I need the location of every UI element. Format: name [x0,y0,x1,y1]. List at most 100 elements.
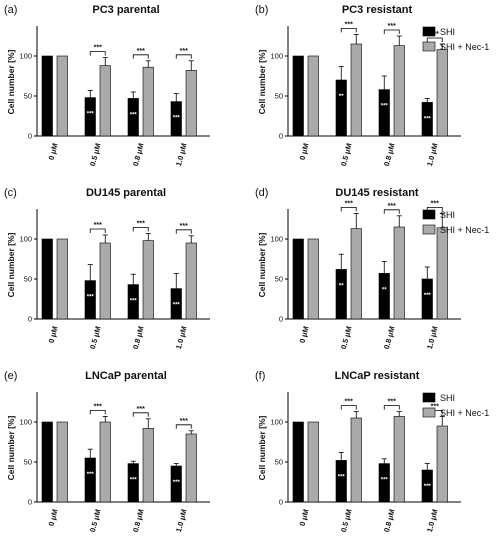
bar-shi-nec1 [393,45,405,137]
x-tick-label: 0 μM [47,325,60,344]
y-tick-label: 100 [270,418,283,427]
y-axis-label: Cell number [%] [6,49,16,114]
significance-label: *** [345,399,353,406]
panel-title: PC3 parental [92,4,159,16]
x-tick-label: 1.0 μM [174,508,189,533]
bar-shi [127,284,139,320]
significance-bracket [132,54,149,59]
significance-bracket [340,207,357,212]
significance-label: *** [94,45,102,52]
bar-shi-nec1 [307,238,319,320]
significance-label: *** [180,418,188,425]
x-tick-label: 0.5 μM [339,142,354,167]
panel-label: (f) [255,370,265,382]
significance-label: *** [388,23,396,30]
significance-label: *** [388,203,396,210]
in-bar-significance: *** [338,474,346,480]
significance-bracket [383,405,400,410]
legend-swatch [422,209,436,220]
significance-bracket [426,37,443,42]
panel-label: (c) [4,187,17,199]
y-tick-label: 0 [28,498,32,507]
bar-shi [292,421,304,503]
x-tick-label: 0.8 μM [131,325,146,350]
significance-bracket [175,424,192,429]
significance-label: *** [137,406,145,413]
x-tick-label: 0.8 μM [131,142,146,167]
in-bar-significance: *** [424,484,432,490]
in-bar-significance: *** [87,295,95,301]
y-tick-label: 100 [19,235,32,244]
x-tick-label: 1.0 μM [425,142,440,167]
bar-shi-nec1 [99,65,111,137]
bar-shi-nec1 [350,228,362,320]
legend-label: SHI + Nec-1 [440,408,489,418]
x-tick-label: 1.0 μM [425,508,440,533]
x-tick-label: 0.8 μM [131,508,146,533]
bar-shi-nec1 [99,421,111,503]
significance-bracket [383,209,400,214]
significance-bracket [132,412,149,417]
significance-label: *** [431,403,439,410]
legend-label: SHI [440,210,455,220]
y-tick-label: 50 [275,458,283,467]
bar-shi [170,288,182,320]
legend-swatch [422,224,436,235]
in-bar-significance: *** [130,478,138,484]
legend-label: SHI + Nec-1 [440,225,489,235]
y-tick-label: 50 [275,92,283,101]
in-bar-significance: *** [87,112,95,118]
x-tick-label: 0 μM [298,508,311,527]
x-tick-label: 0.5 μM [88,508,103,533]
y-tick-label: 50 [24,275,32,284]
bar-shi-nec1 [185,70,197,137]
bar-shi-nec1 [99,242,111,320]
y-tick-label: 0 [279,498,283,507]
bar-shi [335,79,347,137]
bar-shi-nec1 [307,421,319,503]
bar-shi [127,463,139,503]
bar-shi [335,269,347,320]
bar-shi-nec1 [393,226,405,320]
bar-shi [335,460,347,503]
bar-shi [292,55,304,137]
significance-label: *** [345,21,353,28]
in-bar-significance: *** [130,299,138,305]
x-tick-label: 0.5 μM [88,325,103,350]
bar-shi [41,55,53,137]
bar-shi [41,421,53,503]
bar-shi-nec1 [142,428,154,503]
x-tick-label: 0.8 μM [382,325,397,350]
significance-bracket [132,227,149,232]
y-axis-label: Cell number [%] [6,415,16,480]
bar-shi-nec1 [185,242,197,320]
bar-shi [84,457,96,503]
bar-shi-nec1 [393,416,405,503]
in-bar-significance: *** [130,112,138,118]
x-tick-label: 0.5 μM [339,508,354,533]
bar-shi [292,238,304,320]
significance-bracket [175,229,192,234]
y-tick-label: 0 [279,315,283,324]
bar-shi-nec1 [350,417,362,503]
y-axis-label: Cell number [%] [257,49,267,114]
y-tick-label: 100 [270,52,283,61]
y-tick-label: 0 [28,315,32,324]
significance-bracket [175,54,192,59]
bar-shi [378,273,390,320]
bar-shi-nec1 [436,227,448,320]
in-bar-significance: ** [339,94,344,100]
significance-label: *** [180,48,188,55]
bar-shi [41,238,53,320]
x-tick-label: 1.0 μM [425,325,440,350]
significance-bracket [340,405,357,410]
in-bar-significance: *** [87,472,95,478]
in-bar-significance: *** [424,293,432,299]
panel-title: DU145 resistant [335,187,418,199]
bar-shi [421,278,433,320]
panel-title: DU145 parental [86,187,166,199]
y-tick-label: 50 [24,92,32,101]
y-tick-label: 0 [28,132,32,141]
